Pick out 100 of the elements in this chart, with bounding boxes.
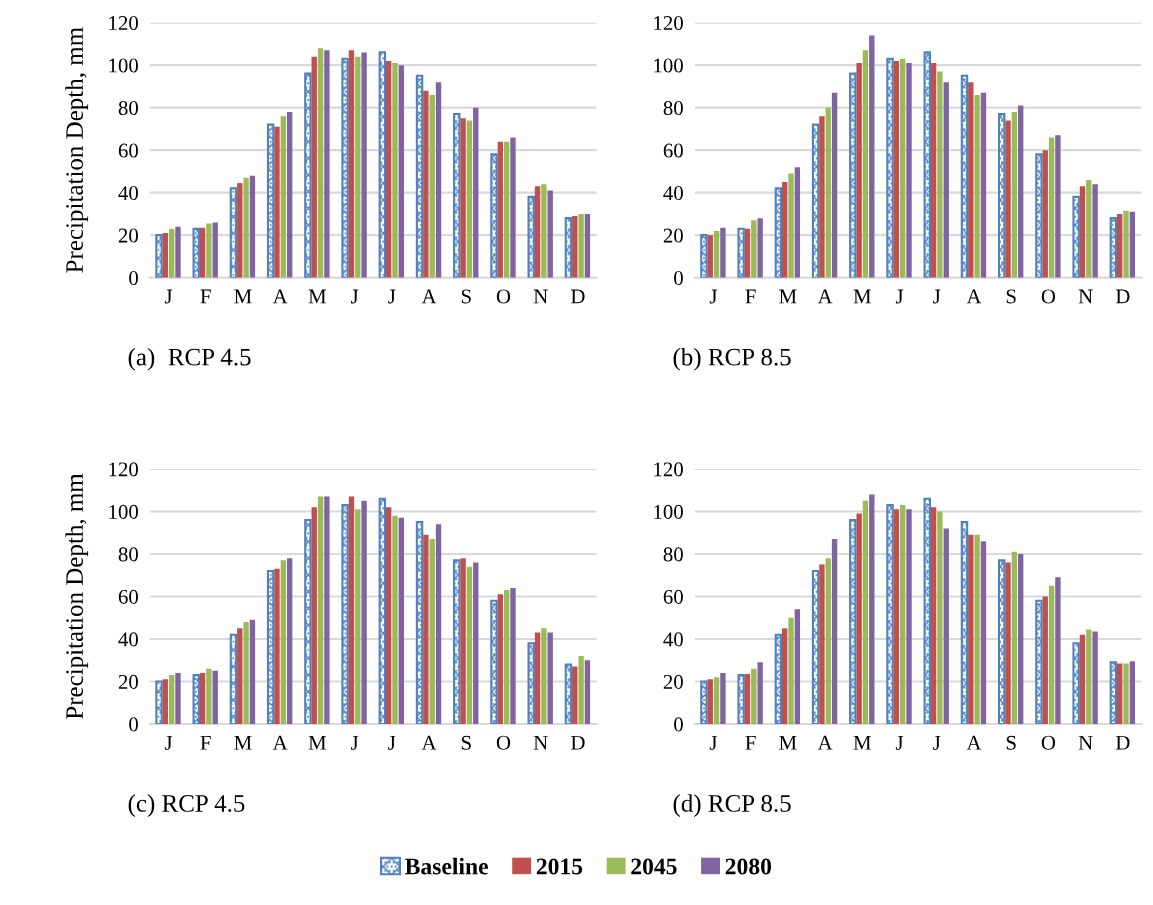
bar (886, 504, 894, 724)
bar (744, 228, 751, 278)
bar (229, 633, 238, 724)
bar (324, 496, 330, 724)
bar (168, 228, 175, 278)
x-tick-label: A (421, 289, 437, 304)
text: (c) RCP 4.5 (128, 794, 245, 817)
x-tick-label: J (388, 289, 396, 304)
legend-label: Baseline (405, 857, 488, 875)
bar (788, 617, 794, 724)
bar (304, 72, 312, 278)
bar (700, 680, 708, 724)
bar (1092, 631, 1098, 724)
bar (175, 226, 181, 278)
x-tick-label: J (895, 735, 904, 750)
bar (862, 500, 869, 724)
x-tick-label: M (308, 735, 327, 750)
bar (1011, 551, 1018, 724)
text: (d) RCP 8.5 (673, 794, 791, 817)
bar (355, 56, 361, 278)
x-tick-label: J (709, 289, 718, 304)
bar (831, 539, 838, 724)
bar (510, 587, 516, 724)
bar (237, 183, 243, 278)
x-tick-label: S (1006, 289, 1016, 304)
bar (943, 528, 949, 724)
bar (720, 227, 726, 278)
text: (b) RCP 8.5 (673, 347, 791, 371)
bar (564, 217, 573, 278)
bar (980, 541, 987, 724)
bar (527, 195, 535, 278)
bar (243, 177, 249, 278)
bar (547, 632, 553, 724)
bar (415, 521, 424, 724)
x-tick-label: D (1115, 289, 1130, 304)
bar (1048, 585, 1055, 724)
x-tick-label: J (933, 735, 941, 750)
bar (923, 51, 931, 278)
bar (572, 216, 578, 278)
bar (510, 137, 516, 278)
bar (1086, 629, 1092, 724)
bar (968, 82, 974, 278)
y-tick-label: 60 (118, 589, 138, 604)
bar (707, 679, 713, 724)
bar (757, 218, 763, 278)
bar (229, 187, 238, 278)
bar (392, 63, 398, 278)
x-tick-label: D (571, 735, 585, 750)
bar (497, 141, 504, 278)
bar (584, 660, 591, 724)
y-tick-label: 0 (129, 271, 138, 286)
y-tick-label: 120 (109, 16, 138, 31)
bar (751, 220, 757, 278)
bar (930, 63, 937, 278)
bar (811, 569, 820, 724)
bar (737, 227, 745, 278)
bar (199, 672, 206, 724)
x-tick-label: N (533, 289, 548, 304)
x-tick-label: S (461, 289, 471, 304)
y-tick-label: 120 (109, 462, 138, 477)
bar (744, 674, 751, 724)
y-tick-label: 0 (674, 717, 683, 732)
bar (825, 107, 831, 278)
bar (900, 505, 906, 724)
bar (1109, 217, 1118, 278)
bar (212, 670, 218, 724)
bar (398, 517, 405, 724)
bar (206, 223, 212, 278)
y-tick-label: 80 (118, 101, 138, 116)
y-tick-label: 0 (129, 717, 138, 732)
y-tick-label: 120 (654, 16, 683, 31)
y-tick-label: 100 (109, 58, 138, 73)
y-tick-label: 100 (654, 58, 683, 73)
bar (155, 234, 163, 278)
x-tick-label: J (164, 735, 173, 750)
bar (466, 566, 473, 724)
bar (893, 60, 900, 278)
bar (423, 90, 429, 278)
bar (997, 559, 1006, 724)
y-tick-label: 20 (663, 674, 683, 689)
x-tick-label: A (421, 735, 437, 750)
bar (311, 56, 317, 278)
bar (1123, 663, 1129, 724)
bar (361, 52, 367, 278)
bar (497, 594, 504, 724)
bar (237, 628, 243, 724)
bar (578, 213, 584, 278)
bar (974, 534, 980, 724)
bar (1055, 135, 1061, 278)
bar (317, 48, 324, 278)
y-tick-label: 0 (674, 271, 683, 286)
legend-label: 2015 (536, 858, 583, 875)
bar (490, 599, 498, 724)
bar (774, 187, 783, 278)
bar (361, 500, 367, 724)
bar (385, 60, 392, 278)
bar (429, 539, 435, 724)
x-tick-label: M (234, 735, 252, 750)
bar (578, 655, 584, 724)
x-tick-label: F (745, 289, 756, 304)
